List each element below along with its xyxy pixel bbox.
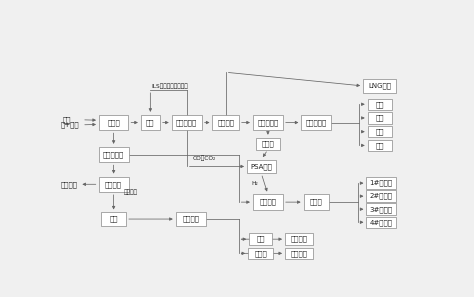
Text: 焦油加氢: 焦油加氢 [259, 199, 276, 206]
FancyBboxPatch shape [101, 212, 126, 226]
FancyBboxPatch shape [366, 217, 396, 228]
Text: 煤气水分离: 煤气水分离 [103, 151, 124, 158]
FancyBboxPatch shape [368, 140, 392, 151]
Text: 原煤: 原煤 [63, 116, 72, 123]
Text: LNG产品: LNG产品 [368, 83, 391, 89]
Text: CO、CO₂: CO、CO₂ [192, 155, 216, 161]
Text: 甲醇: 甲醇 [375, 101, 384, 108]
FancyBboxPatch shape [176, 212, 206, 226]
Text: 丙醇: 丙醇 [375, 128, 384, 135]
Text: 低温甲醇洗: 低温甲醇洗 [176, 119, 197, 126]
Text: 乙醇: 乙醇 [375, 115, 384, 121]
FancyBboxPatch shape [249, 233, 272, 245]
FancyBboxPatch shape [301, 115, 331, 130]
FancyBboxPatch shape [303, 194, 329, 210]
FancyBboxPatch shape [366, 177, 396, 189]
Text: 4#加氢油: 4#加氢油 [370, 219, 392, 225]
Text: 酚氨回收: 酚氨回收 [105, 181, 122, 188]
Text: 煤制气: 煤制气 [107, 119, 120, 126]
FancyBboxPatch shape [368, 99, 392, 110]
FancyBboxPatch shape [368, 112, 392, 124]
Text: 1#加氢油: 1#加氢油 [370, 180, 392, 187]
Text: 2#加氢油: 2#加氢油 [370, 193, 392, 200]
Text: H₂: H₂ [251, 181, 258, 186]
FancyBboxPatch shape [253, 115, 283, 130]
Text: 弛放气: 弛放气 [262, 140, 274, 147]
Text: 变换: 变换 [146, 119, 155, 126]
FancyBboxPatch shape [247, 159, 275, 173]
FancyBboxPatch shape [99, 176, 128, 192]
Text: 邻位甲酚: 邻位甲酚 [290, 236, 307, 242]
Text: 粗酚: 粗酚 [109, 216, 118, 222]
Text: 氧+蒸汽: 氧+蒸汽 [60, 121, 79, 128]
Text: 丁醇: 丁醇 [375, 142, 384, 149]
Text: 3#加氢油: 3#加氢油 [370, 206, 392, 213]
Text: 二甲酚: 二甲酚 [254, 250, 267, 257]
FancyBboxPatch shape [172, 115, 202, 130]
FancyBboxPatch shape [285, 248, 312, 259]
Text: 加氢油: 加氢油 [310, 199, 323, 206]
FancyBboxPatch shape [366, 190, 396, 202]
Text: 焦油加氢: 焦油加氢 [124, 189, 137, 195]
Text: 甲烷分离: 甲烷分离 [217, 119, 234, 126]
FancyBboxPatch shape [253, 194, 283, 210]
Text: 对位甲酚: 对位甲酚 [290, 250, 307, 257]
FancyBboxPatch shape [363, 79, 396, 93]
FancyBboxPatch shape [285, 233, 312, 245]
Text: PSA分离: PSA分离 [250, 163, 272, 170]
FancyBboxPatch shape [99, 115, 128, 130]
FancyBboxPatch shape [256, 138, 280, 149]
FancyBboxPatch shape [141, 115, 160, 130]
Text: 低碳醇分离: 低碳醇分离 [306, 119, 327, 126]
FancyBboxPatch shape [366, 203, 396, 215]
FancyBboxPatch shape [212, 115, 239, 130]
Text: 粗酚精制: 粗酚精制 [182, 216, 199, 222]
FancyBboxPatch shape [99, 147, 128, 162]
FancyBboxPatch shape [368, 126, 392, 138]
Text: 液氨产品: 液氨产品 [61, 181, 78, 188]
Text: 低碳醇合成: 低碳醇合成 [257, 119, 279, 126]
FancyBboxPatch shape [248, 248, 273, 259]
Text: ILS浓缩气去循环回收: ILS浓缩气去循环回收 [151, 83, 188, 89]
Text: 苯酚: 苯酚 [256, 236, 265, 242]
